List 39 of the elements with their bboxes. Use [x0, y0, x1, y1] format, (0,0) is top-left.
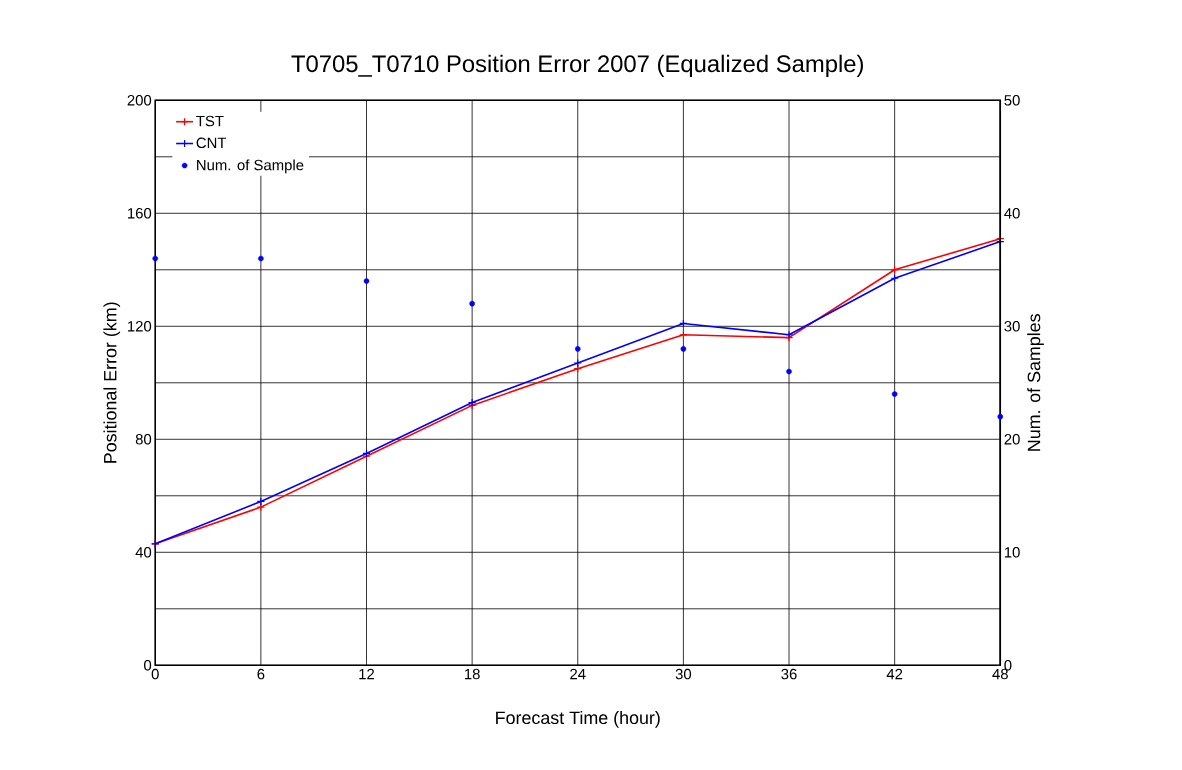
point [469, 301, 475, 307]
point [256, 497, 266, 506]
y2-tick-label: 40 [1004, 208, 1020, 219]
x-tick-label: 18 [464, 669, 480, 680]
x-tick-label: 42 [886, 669, 903, 680]
point [363, 278, 370, 285]
x-tick-label: 36 [781, 669, 797, 680]
point [256, 503, 266, 512]
x-tick-label: 30 [675, 669, 692, 680]
x-tick-label: 48 [992, 669, 1008, 680]
y-tick-label: 80 [135, 434, 152, 445]
y2-tick-label: 50 [1004, 95, 1020, 106]
legend-label: TST [196, 115, 224, 127]
point [258, 255, 264, 262]
point [152, 255, 159, 262]
y-tick-label: 200 [127, 95, 152, 106]
x-tick-label: 24 [570, 669, 586, 680]
y-tick-label: 40 [135, 547, 152, 558]
x-tick-label: 6 [257, 669, 265, 680]
point [786, 368, 792, 375]
y-tick-label: 160 [128, 208, 152, 219]
point [997, 414, 1004, 420]
chart-title: T0705_T0710 Position Error 2007 (Equalized Sample) [291, 54, 863, 78]
x-axis-title: Forecast Time (hour) [496, 711, 660, 728]
legend-label: CNT [196, 137, 227, 149]
x-tick-label: 0 [151, 669, 159, 680]
y-axis-title: Positional Error (km) [103, 302, 121, 463]
point [573, 359, 582, 368]
point [891, 391, 898, 398]
point [680, 346, 687, 352]
point [574, 346, 581, 352]
x-tick-label: 12 [359, 669, 375, 680]
y-tick-label: 120 [128, 321, 152, 332]
y2-tick-label: 30 [1004, 321, 1020, 332]
y2-tick-label: 20 [1004, 434, 1020, 445]
legend-label: Num. of Sample [197, 159, 304, 174]
y2-axis-title: Num. of Samples [1027, 314, 1044, 451]
y-tick-label: 0 [144, 660, 152, 671]
y2-tick-label: 10 [1004, 547, 1020, 558]
